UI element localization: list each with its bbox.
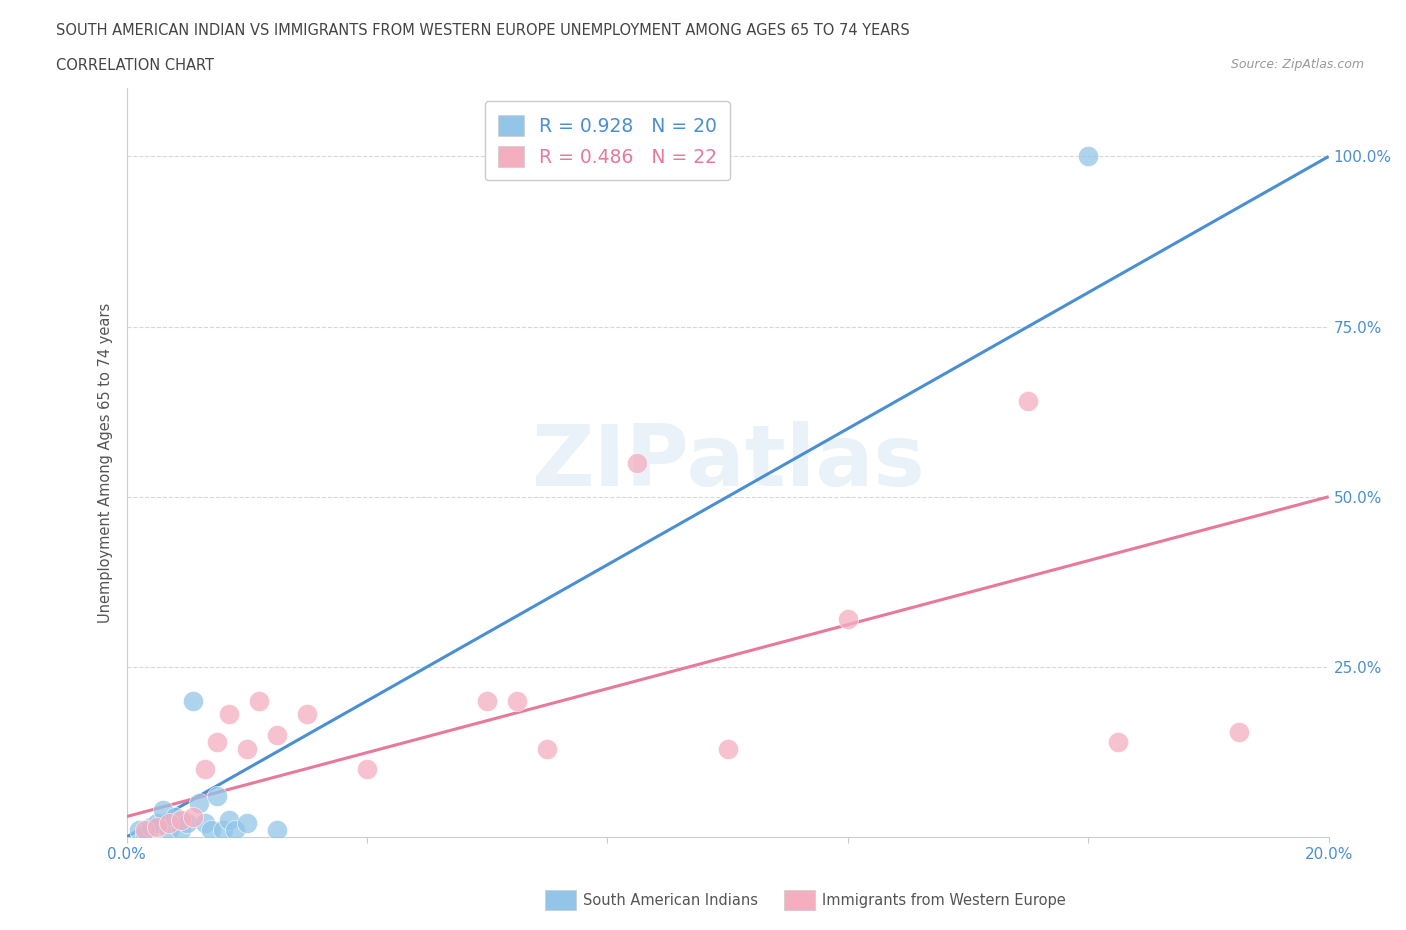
Point xyxy=(626,456,648,471)
Point xyxy=(187,795,209,810)
Point xyxy=(837,612,859,627)
Point xyxy=(169,813,191,828)
Point xyxy=(266,727,288,742)
Point xyxy=(176,816,198,830)
Legend: R = 0.928   N = 20, R = 0.486   N = 22: R = 0.928 N = 20, R = 0.486 N = 22 xyxy=(485,101,730,180)
Point xyxy=(295,707,318,722)
Point xyxy=(157,816,180,830)
Point xyxy=(506,694,529,709)
Point xyxy=(1227,724,1250,739)
Point xyxy=(1077,149,1099,164)
Point xyxy=(169,823,191,838)
Point xyxy=(536,741,558,756)
Point xyxy=(224,823,246,838)
Point xyxy=(194,816,217,830)
Point xyxy=(211,823,233,838)
Point xyxy=(1017,394,1039,409)
Y-axis label: Unemployment Among Ages 65 to 74 years: Unemployment Among Ages 65 to 74 years xyxy=(97,302,112,623)
Point xyxy=(134,823,156,838)
Point xyxy=(205,789,228,804)
Point xyxy=(194,762,217,777)
Point xyxy=(145,816,167,830)
Point xyxy=(200,823,222,838)
Point xyxy=(181,809,204,824)
Point xyxy=(139,819,162,834)
Point xyxy=(163,809,186,824)
Point xyxy=(235,741,259,756)
Point xyxy=(218,813,240,828)
Point xyxy=(205,735,228,750)
Point xyxy=(475,694,498,709)
Point xyxy=(152,803,174,817)
Point xyxy=(716,741,740,756)
Text: Source: ZipAtlas.com: Source: ZipAtlas.com xyxy=(1230,58,1364,71)
Point xyxy=(1107,735,1129,750)
Point xyxy=(145,819,167,834)
Point xyxy=(356,762,378,777)
Point xyxy=(157,823,180,838)
Point xyxy=(235,816,259,830)
Point xyxy=(181,694,204,709)
Text: South American Indians: South American Indians xyxy=(582,893,758,908)
Text: CORRELATION CHART: CORRELATION CHART xyxy=(56,58,214,73)
Point xyxy=(128,823,150,838)
Point xyxy=(134,826,156,841)
Text: SOUTH AMERICAN INDIAN VS IMMIGRANTS FROM WESTERN EUROPE UNEMPLOYMENT AMONG AGES : SOUTH AMERICAN INDIAN VS IMMIGRANTS FROM… xyxy=(56,23,910,38)
Point xyxy=(247,694,270,709)
Text: Immigrants from Western Europe: Immigrants from Western Europe xyxy=(821,893,1066,908)
Text: ZIPatlas: ZIPatlas xyxy=(530,421,925,504)
Point xyxy=(266,823,288,838)
Point xyxy=(218,707,240,722)
